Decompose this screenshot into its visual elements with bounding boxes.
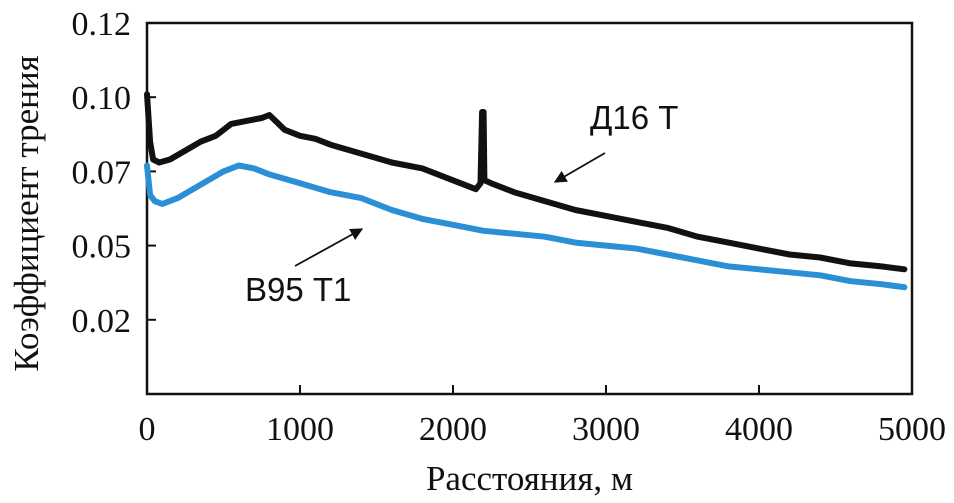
- y-tick-label: 0.10: [72, 80, 132, 117]
- series-annotation-label: Д16 Т: [590, 99, 678, 136]
- x-tick-label: 1000: [266, 411, 334, 448]
- x-tick-label: 5000: [878, 411, 946, 448]
- y-axis-title: Коэффициент трения: [7, 55, 46, 371]
- x-tick-label: 2000: [419, 411, 487, 448]
- x-axis-title: Расстояния, м: [426, 459, 633, 498]
- annotation-arrow: [294, 228, 364, 267]
- series-annotation-label: В95 Т1: [245, 271, 351, 308]
- y-tick-label: 0.12: [72, 6, 132, 43]
- x-axis-ticks: 0 1000 2000 3000 4000 5000: [139, 385, 946, 448]
- series-line-2: [144, 162, 908, 291]
- x-tick-label: 0: [139, 411, 156, 448]
- series-layer: [144, 91, 908, 291]
- series-line-1: [144, 91, 908, 273]
- x-tick-label: 3000: [572, 411, 640, 448]
- y-tick-label: 0.05: [72, 229, 132, 266]
- y-tick-label: 0.07: [72, 154, 132, 191]
- x-tick-label: 4000: [725, 411, 793, 448]
- y-axis-ticks: 0.02 0.05 0.07 0.10 0.12: [72, 6, 156, 340]
- annotation-layer: Д16 Т В95 Т1: [245, 99, 678, 308]
- y-tick-label: 0.02: [72, 303, 132, 340]
- annotation-arrow: [553, 152, 606, 183]
- plot-frame: [145, 21, 914, 396]
